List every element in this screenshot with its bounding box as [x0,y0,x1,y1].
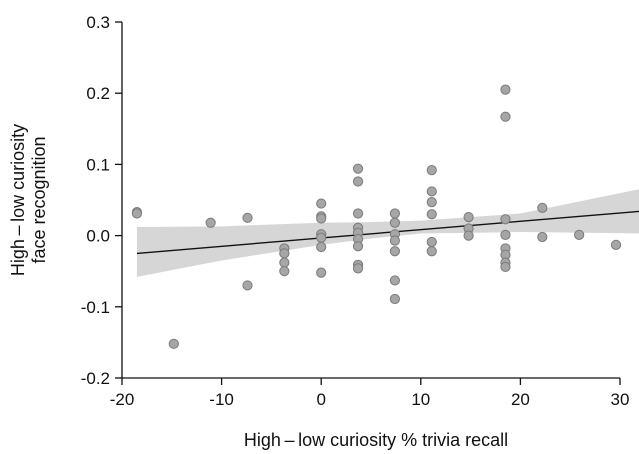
regression-line-layer [136,210,639,255]
data-point [389,293,401,305]
y-tick-label: 0.3 [86,13,110,32]
data-point [205,217,216,228]
data-point [389,275,401,286]
data-point [352,163,364,174]
data-point [463,211,474,223]
confidence-band-layer [136,189,639,277]
data-point [352,263,364,274]
data-point [426,164,437,176]
data-point [168,338,179,349]
data-point [500,229,511,240]
data-point [131,208,143,219]
x-tick-label: 0 [316,390,325,409]
y-tick-label: -0.1 [81,298,110,317]
confidence-band [136,189,639,277]
data-point [389,217,401,228]
x-tick-label: 30 [611,390,630,409]
x-tick-label: -20 [110,390,135,409]
data-point [500,84,511,95]
data-point [574,229,585,240]
y-axis-title-line-1: High – low curiosity [8,124,28,276]
data-point [500,111,511,122]
y-tick-label: 0.2 [86,84,110,103]
data-point [426,209,437,220]
data-point [537,202,548,213]
data-point [426,246,437,257]
x-tick-label: 10 [411,390,430,409]
data-point [426,186,437,197]
points-layer [131,84,622,349]
data-point [352,241,364,252]
data-point [389,208,401,219]
axes: -0.2 -0.1 0.0 0.1 0.2 0.3 -20 -10 0 10 20 30 [81,13,630,409]
data-point [610,239,622,250]
data-point [352,208,364,219]
data-point [242,280,253,291]
x-axis-title: High – low curiosity % trivia recall [244,430,508,450]
y-tick-label: 0.0 [86,227,110,246]
data-point [316,232,327,243]
y-tick-label: -0.2 [81,369,110,388]
data-point [500,214,511,225]
data-point [426,197,437,208]
data-point [389,235,401,246]
y-tick-label: 0.1 [86,155,110,174]
data-point [316,198,327,209]
x-tick-label: -10 [209,390,234,409]
data-point [279,266,290,277]
data-point [463,230,474,241]
data-point [500,261,511,273]
data-point [279,257,290,268]
data-point [279,248,290,259]
regression-line [136,210,639,255]
data-point [242,212,253,223]
data-point [426,236,437,248]
data-point [389,246,401,257]
data-point [316,267,327,278]
data-point [316,213,327,224]
data-point [537,231,548,243]
y-axis-title-line-2: face recognition [29,136,49,263]
x-tick-label: 20 [511,390,530,409]
data-point [316,241,327,253]
data-point [352,176,364,187]
